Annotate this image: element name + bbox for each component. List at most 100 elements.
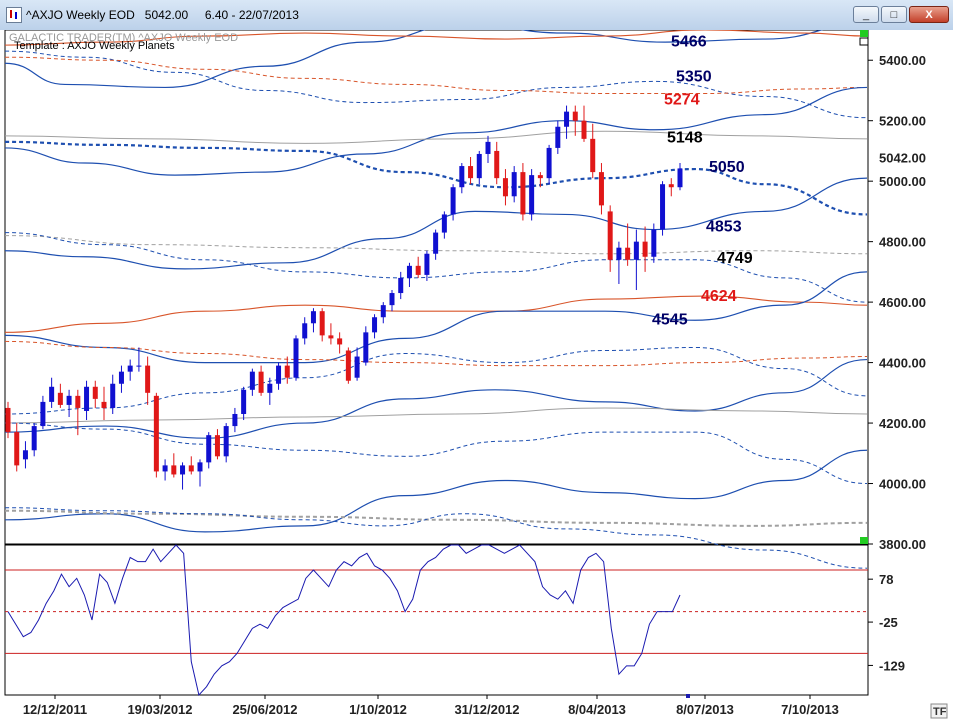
window-title: ^AXJO Weekly EOD 5042.00 6.40 - 22/07/20…	[26, 8, 299, 22]
price-panel	[4, 30, 869, 545]
tf-button[interactable]	[930, 703, 948, 719]
candle-body-15	[136, 365, 142, 367]
price-chart[interactable]: 5466 5350 5274 5148 5050 4853 4749 4624 4545 540…	[0, 30, 953, 724]
oscillator-lines	[5, 544, 868, 698]
level-label-5466: 5466	[671, 33, 707, 50]
minimize-button[interactable]: _	[853, 6, 879, 23]
candle-body-23	[206, 435, 212, 463]
candle-body-36	[319, 311, 325, 336]
candle-body-22	[197, 462, 203, 472]
candle-body-41	[363, 332, 369, 363]
title-bar[interactable]: ^AXJO Weekly EOD 5042.00 6.40 - 22/07/20…	[0, 0, 953, 31]
candle-body-57	[502, 178, 508, 197]
candle-body-26	[232, 413, 238, 427]
candle-body-68	[598, 172, 604, 206]
planet-line-5	[4, 130, 868, 144]
candle-body-77	[677, 168, 683, 188]
candle-body-63	[555, 126, 561, 148]
planet-line-18	[4, 509, 868, 527]
candle-body-25	[223, 426, 229, 457]
candlesticks	[5, 105, 683, 490]
candle-body-54	[476, 153, 482, 179]
planet-line-2	[4, 30, 868, 46]
candle-body-27	[241, 389, 247, 414]
candle-body-61	[537, 175, 543, 179]
candle-body-42	[372, 317, 378, 333]
candle-body-43	[380, 305, 386, 318]
y-tick-label-5000: 5000.00	[879, 174, 926, 189]
x-axis: 12/12/2011 19/03/2012 25/06/2012 1/10/2012 3…	[23, 695, 839, 717]
candle-body-14	[127, 365, 133, 372]
candle-body-67	[590, 138, 596, 173]
x-tick-label-0: 12/12/2011	[23, 702, 87, 717]
candle-body-40	[354, 356, 360, 378]
planet-line-0	[4, 30, 824, 89]
planet-line-16	[4, 422, 868, 485]
y-tick-label-4400: 4400.00	[879, 356, 926, 371]
level-label-5148: 5148	[667, 129, 703, 146]
y-tick-label-4600: 4600.00	[879, 295, 926, 310]
candle-body-66	[581, 120, 587, 139]
candle-body-18	[162, 465, 168, 472]
candle-body-8	[75, 395, 81, 408]
candle-body-20	[180, 465, 186, 475]
planet-line-9	[4, 232, 868, 303]
level-label-5350: 5350	[676, 68, 712, 85]
candle-body-1	[14, 432, 20, 466]
candle-body-72	[633, 241, 639, 260]
oscillator-marker	[686, 694, 690, 698]
candle-body-59	[520, 172, 526, 215]
planet-line-3	[4, 56, 868, 94]
x-tick-label-4: 31/12/2012	[454, 702, 519, 717]
candle-body-24	[214, 435, 220, 457]
close-button[interactable]: X	[909, 6, 949, 23]
candle-body-47	[415, 265, 421, 275]
planet-line-11	[4, 271, 868, 364]
candle-body-69	[607, 211, 613, 260]
candle-body-49	[433, 232, 439, 254]
planet-line-8	[4, 235, 868, 255]
x-tick-label-5: 8/04/2013	[568, 702, 626, 717]
candle-body-32	[284, 365, 290, 378]
planet-line-12	[4, 340, 868, 367]
y-axis: 5400.00 5200.00 5000.00 4800.00 4600.00 4400.…	[868, 53, 926, 673]
candle-body-4	[40, 401, 46, 427]
level-label-5274: 5274	[664, 91, 700, 108]
candle-body-58	[511, 172, 517, 197]
level-label-4545: 4545	[652, 312, 688, 329]
candle-body-71	[625, 247, 631, 260]
candle-body-2	[22, 450, 28, 460]
candle-body-45	[398, 277, 404, 294]
osc-tick-label--25: -25	[879, 615, 898, 630]
candle-body-7	[66, 395, 72, 405]
chart-app-icon	[6, 7, 22, 23]
y-tick-label-4800: 4800.00	[879, 235, 926, 250]
x-tick-label-1: 19/03/2012	[127, 702, 192, 717]
candle-body-46	[406, 265, 412, 278]
candle-body-70	[616, 247, 622, 260]
candle-body-50	[441, 214, 447, 233]
candle-body-76	[668, 184, 674, 188]
candle-body-12	[110, 383, 116, 408]
candle-body-10	[92, 386, 98, 399]
candle-body-34	[302, 323, 308, 339]
candle-body-3	[31, 426, 37, 451]
level-label-4853: 4853	[706, 219, 742, 236]
bottom-marker	[860, 537, 868, 544]
planet-line-6	[4, 140, 868, 216]
candle-body-62	[546, 147, 552, 179]
osc-tick-label--129: -129	[879, 658, 905, 673]
candle-body-51	[450, 187, 456, 215]
candle-body-38	[337, 338, 343, 345]
planet-line-13	[4, 346, 868, 415]
chart-area[interactable]: 5466 5350 5274 5148 5050 4853 4749 4624 4545 540…	[0, 30, 953, 724]
candle-body-29	[258, 371, 264, 393]
top-marker-box[interactable]	[859, 37, 869, 46]
candle-body-48	[424, 253, 430, 275]
candle-body-5	[49, 386, 55, 402]
y-tick-label-3800: 3800.00	[879, 537, 926, 552]
oscillator-panel	[4, 544, 869, 696]
x-tick-label-3: 1/10/2012	[349, 702, 407, 717]
maximize-button[interactable]: □	[881, 6, 907, 23]
candle-body-19	[171, 465, 177, 475]
